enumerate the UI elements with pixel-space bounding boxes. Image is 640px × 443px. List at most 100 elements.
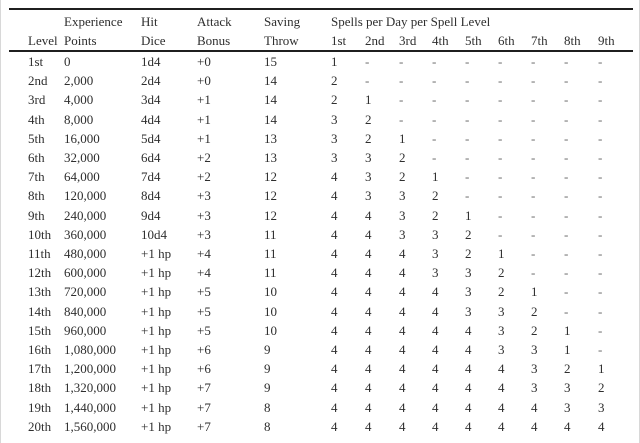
table-row: 2nd 2,000 2d4 +0 14 2 - - - - - - - -	[9, 71, 633, 90]
spells-per-day-cell: -	[498, 226, 503, 242]
xp-cell: 1,080,000	[64, 342, 116, 358]
spells-per-day-cell: 4	[531, 399, 538, 415]
spells-per-day-cell: -	[498, 92, 503, 108]
header-spell-level-6th: 6th	[498, 31, 531, 52]
spells-per-day-cell: 1	[564, 342, 571, 358]
spells-per-day-cell: -	[598, 207, 603, 223]
table-row: 18th 1,320,000 +1 hp +7 9 4 4 4 4 4 4 3 3 2	[9, 378, 633, 397]
spells-per-day-cell: 4	[331, 246, 338, 262]
spells-per-day-cell: 4	[331, 226, 338, 242]
level-cell: 20th	[28, 418, 52, 434]
xp-cell: 4,000	[64, 92, 94, 108]
spells-per-day-cell: -	[465, 169, 470, 185]
spells-per-day-cell: -	[432, 54, 437, 69]
hit-dice-cell: 2d4	[141, 73, 161, 89]
header-spell-level-4th: 4th	[432, 31, 465, 52]
saving-throw-cell: 15	[264, 54, 277, 69]
header-spell-level-8th: 8th	[564, 31, 598, 52]
spells-per-day-cell: 4	[432, 361, 439, 377]
spells-per-day-cell: 3	[365, 150, 372, 166]
table-body: 1st 0 1d4 +0 15 1- - - - - - - -2nd 2,000 2d4 +0 14 2- - - -…	[9, 51, 633, 436]
saving-throw-cell: 8	[264, 399, 271, 415]
xp-cell: 240,000	[64, 207, 107, 223]
table-row: 7th 64,000 7d4 +2 12 4 3 2 1 - - - - -	[9, 167, 633, 186]
spells-per-day-cell: -	[564, 246, 569, 262]
table-row: 19th 1,440,000 +1 hp +7 8 4 4 4 4 4 4 4 3 3	[9, 398, 633, 417]
header-level-top	[9, 9, 64, 31]
spells-per-day-cell: 4	[365, 226, 372, 242]
attack-bonus-cell: +5	[197, 284, 211, 300]
spells-per-day-cell: 4	[498, 380, 505, 396]
spells-per-day-cell: -	[598, 54, 603, 69]
spells-per-day-cell: 4	[432, 322, 439, 338]
spells-per-day-cell: -	[465, 73, 470, 89]
spells-per-day-cell: 4	[498, 418, 505, 434]
saving-throw-cell: 14	[264, 111, 277, 127]
xp-cell: 8,000	[64, 111, 94, 127]
spells-per-day-cell: 1	[564, 322, 571, 338]
table-row: 10th 360,000 10d4 +3 11 4 4 3 3 2 - - - -	[9, 225, 633, 244]
spells-per-day-cell: -	[564, 265, 569, 281]
spells-per-day-cell: -	[564, 207, 569, 223]
saving-throw-cell: 11	[264, 226, 277, 242]
attack-bonus-cell: +4	[197, 265, 211, 281]
spells-per-day-cell: 4	[465, 399, 472, 415]
spells-per-day-cell: 3	[498, 303, 505, 319]
xp-cell: 32,000	[64, 150, 100, 166]
spells-per-day-cell: -	[564, 303, 569, 319]
table-row: 5th 16,000 5d4 +1 13 3 2 1 - - - - - -	[9, 129, 633, 148]
spells-per-day-cell: 4	[564, 418, 571, 434]
attack-bonus-cell: +6	[197, 342, 211, 358]
hit-dice-cell: +1 hp	[141, 399, 172, 415]
spells-per-day-cell: -	[531, 73, 536, 89]
spells-per-day-cell: -	[498, 207, 503, 223]
spells-per-day-cell: 4	[331, 284, 338, 300]
spells-per-day-cell: -	[531, 130, 536, 146]
level-cell: 11th	[28, 246, 51, 262]
header-spell-level-7th: 7th	[531, 31, 564, 52]
hit-dice-cell: 8d4	[141, 188, 161, 204]
spells-per-day-cell: -	[598, 246, 603, 262]
table-header: Experience Hit Attack Saving Spells per …	[9, 9, 634, 52]
spells-per-day-cell: -	[399, 111, 404, 127]
spells-per-day-cell: 4	[399, 303, 406, 319]
spells-per-day-cell: -	[564, 150, 569, 166]
spells-per-day-cell: -	[498, 111, 503, 127]
xp-cell: 1,200,000	[64, 361, 116, 377]
spells-per-day-cell: 2	[432, 188, 439, 204]
spells-per-day-cell: -	[365, 54, 370, 69]
spells-per-day-cell: 4	[331, 418, 338, 434]
spells-per-day-cell: -	[465, 130, 470, 146]
spells-per-day-cell: -	[399, 73, 404, 89]
spells-per-day-cell: -	[564, 188, 569, 204]
spells-per-day-cell: 4	[432, 418, 439, 434]
saving-throw-cell: 12	[264, 188, 277, 204]
spells-per-day-cell: 3	[564, 380, 571, 396]
spells-per-day-cell: 3	[498, 342, 505, 358]
spells-per-day-cell: 1	[465, 207, 472, 223]
spells-per-day-cell: -	[598, 169, 603, 185]
spells-per-day-cell: 2	[331, 73, 338, 89]
hit-dice-cell: +1 hp	[141, 418, 172, 434]
spells-per-day-cell: -	[498, 54, 503, 69]
spells-per-day-cell: -	[498, 169, 503, 185]
spells-per-day-cell: -	[531, 207, 536, 223]
spells-per-day-cell: 4	[465, 380, 472, 396]
xp-cell: 120,000	[64, 188, 107, 204]
spells-per-day-cell: 4	[432, 284, 439, 300]
spells-per-day-cell: 2	[365, 130, 372, 146]
table-row: 20th 1,560,000 +1 hp +7 8 4 4 4 4 4 4 4 4 4	[9, 417, 633, 436]
level-cell: 5th	[28, 130, 45, 146]
spells-per-day-cell: -	[598, 303, 603, 319]
spells-per-day-cell: 1	[399, 130, 406, 146]
spells-per-day-cell: -	[564, 284, 569, 300]
table-row: 11th 480,000 +1 hp +4 11 4 4 4 3 2 1 - - -	[9, 244, 633, 263]
saving-throw-cell: 10	[264, 284, 277, 300]
spells-per-day-cell: 4	[432, 380, 439, 396]
spells-per-day-cell: 4	[331, 399, 338, 415]
spells-per-day-cell: 3	[432, 246, 439, 262]
header-hit: Hit	[141, 14, 158, 29]
spells-per-day-cell: 3	[331, 111, 338, 127]
spells-per-day-cell: 4	[331, 380, 338, 396]
spells-per-day-cell: 4	[465, 342, 472, 358]
